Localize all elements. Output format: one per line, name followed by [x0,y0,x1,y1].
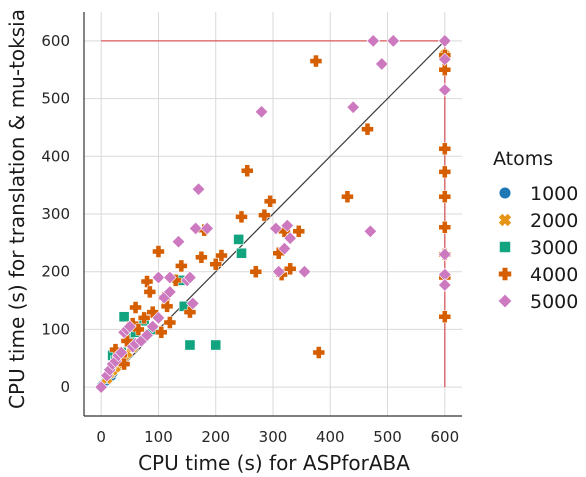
data-point-4000 [195,251,208,264]
data-point-4000 [263,195,277,208]
data-point-5000 [146,319,160,334]
data-point-3000 [210,339,222,351]
data-point-4000 [215,249,228,262]
data-point-5000 [191,182,206,196]
axes [83,12,462,417]
x-tick-label: 300 [259,428,288,446]
data-point-5000 [254,105,269,119]
y-tick-label: 100 [41,320,70,338]
legend-marker-2000 [498,213,512,227]
legend-marker-4000 [498,267,512,281]
data-point-5000 [346,100,360,114]
data-points [94,34,452,394]
legend-label: 3000 [530,237,578,259]
data-point-5000 [163,285,177,299]
data-point-5000 [188,221,203,236]
legend-title: Atoms [493,148,553,170]
data-point-5000 [151,270,166,285]
data-point-5000 [94,380,108,394]
y-axis-label: CPU time (s) for translation & mu-toksia [5,9,29,409]
data-point-4000 [438,190,452,203]
data-point-4000 [292,225,306,238]
legend-label: 1000 [530,183,578,205]
data-point-5000 [269,221,283,236]
data-point-3000 [184,339,196,351]
data-point-5000 [114,345,128,360]
x-tick-label: 0 [96,428,106,446]
x-tick-label: 400 [316,428,345,446]
legend-label: 4000 [530,264,578,286]
y-tick-label: 0 [60,378,70,396]
data-point-4000 [341,190,354,203]
data-point-5000 [386,34,400,48]
data-point-4000 [312,346,326,359]
data-point-3000 [118,311,130,323]
data-point-5000 [363,224,378,239]
y-tick-label: 200 [41,263,70,281]
data-point-5000 [438,247,452,262]
data-point-4000 [309,54,323,68]
x-tick-label: 500 [373,428,402,446]
data-point-4000 [361,122,374,136]
data-point-3000 [233,233,245,245]
data-point-5000 [183,270,197,285]
data-point-4000 [163,316,177,329]
data-point-5000 [186,296,200,311]
y-tick-label: 300 [41,205,70,223]
data-point-5000 [277,241,292,256]
data-point-4000 [438,165,452,179]
data-point-4000 [438,310,452,323]
data-point-5000 [438,52,452,67]
data-point-4000 [143,285,157,299]
data-point-4000 [137,311,151,325]
legend-marker-1000 [498,186,512,200]
data-point-4000 [438,63,452,76]
legend-marker-3000 [499,241,511,253]
x-marker-shape [498,213,512,227]
x-tick-label: 200 [201,428,230,446]
legend-label: 5000 [530,291,578,313]
legend-label: 2000 [530,210,578,232]
data-point-5000 [272,264,286,279]
x-tick-labels: 0 100 200 300 400 500 600 [96,428,459,446]
data-point-5000 [151,311,166,325]
data-point-4000 [240,164,254,177]
data-point-4000 [258,208,271,222]
data-point-5000 [438,278,452,292]
data-point-4000 [283,262,297,276]
data-point-4000 [152,245,165,258]
y-tick-label: 600 [41,32,70,50]
data-point-4000 [129,301,142,314]
data-point-5000 [375,57,389,71]
data-point-4000 [249,265,263,278]
data-point-5000 [123,319,137,334]
data-point-5000 [140,328,154,342]
data-point-4000 [175,259,188,273]
y-tick-label: 500 [41,90,70,108]
data-point-5000 [297,264,312,279]
x-axis-label: CPU time (s) for ASPforABA [138,451,410,475]
data-point-5000 [283,231,297,245]
data-point-5000 [438,34,452,48]
data-point-3000 [236,247,247,259]
diagonal-line [100,40,446,388]
data-point-5000 [438,83,452,97]
data-point-5000 [200,221,214,236]
x-tick-label: 600 [430,428,459,446]
legend-marker-5000 [497,293,513,309]
data-point-5000 [366,34,380,48]
data-point-4000 [438,221,452,234]
data-point-4000 [160,300,174,313]
x-tick-label: 100 [144,428,173,446]
y-tick-labels: 0 100 200 300 400 500 600 [41,32,70,396]
legend: Atoms 1000 2000 3000 4000 5000 [493,148,578,313]
data-point-4000 [209,257,222,271]
data-point-5000 [163,270,177,285]
data-point-4000 [438,142,452,156]
data-point-4000 [235,210,248,224]
data-point-5000 [280,218,295,233]
data-point-5000 [171,234,186,249]
y-tick-label: 400 [41,147,70,165]
